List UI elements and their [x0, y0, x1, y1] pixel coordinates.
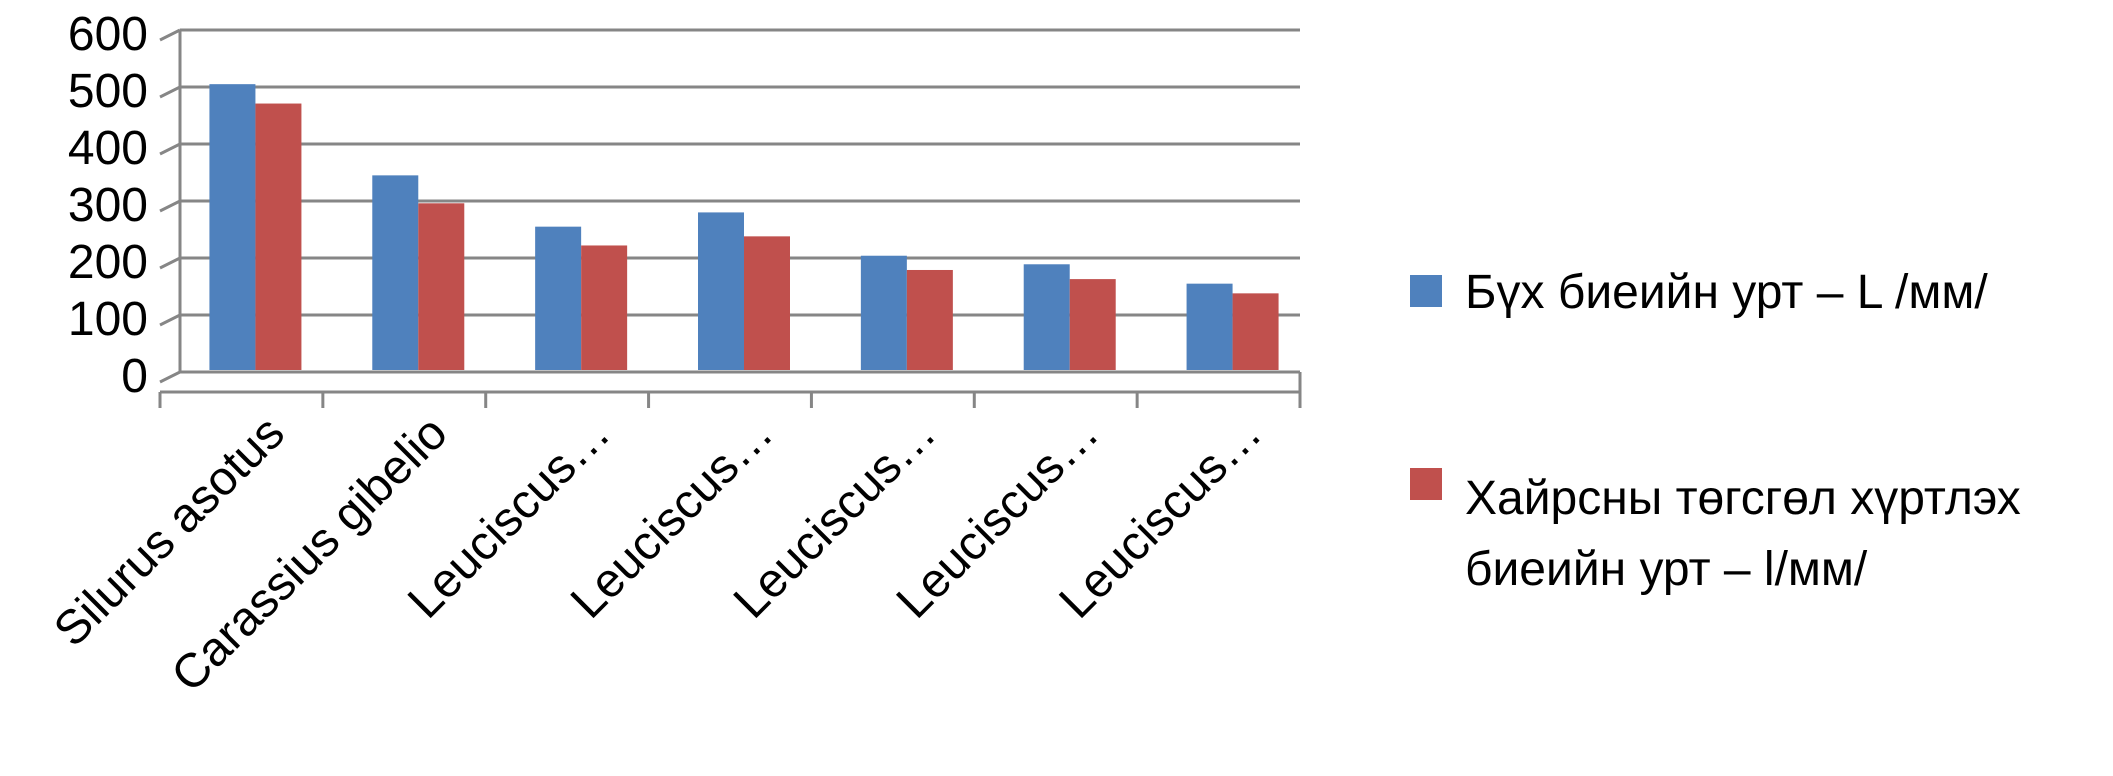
gridline-depth [159, 313, 181, 327]
legend-swatch-standard-length [1410, 468, 1442, 500]
legend-swatch-total-length [1410, 275, 1442, 307]
bar-standard-length [418, 203, 465, 370]
y-tick-label: 400 [68, 122, 148, 175]
bar-standard-length [255, 103, 302, 370]
axes [158, 30, 1302, 408]
gridline-depth [159, 370, 181, 384]
legend: Бүх биеийн урт – L /мм/Хайрсны төгсгөл х… [1410, 266, 2021, 596]
bar-total-length [535, 226, 582, 370]
gridline-depth [159, 142, 181, 156]
gridline-depth [159, 28, 181, 42]
bar-total-length [1186, 283, 1233, 370]
gridline-depth [159, 199, 181, 213]
bars [209, 84, 1279, 370]
bar-standard-length [1232, 293, 1279, 370]
y-tick-label: 600 [68, 8, 148, 61]
y-tick-label: 0 [121, 350, 148, 403]
bar-total-length [860, 255, 907, 370]
bar-standard-length [906, 269, 953, 370]
legend-label-total-length: Бүх биеийн урт – L /мм/ [1465, 266, 1988, 319]
bar-standard-length [1069, 279, 1116, 370]
bar-total-length [372, 175, 419, 370]
y-tick-label: 300 [68, 179, 148, 232]
y-tick-label: 500 [68, 65, 148, 118]
legend-label-standard-length: Хайрсны төгсгөл хүртлэх биеийн урт – l/мм… [1465, 472, 2021, 596]
bar-total-length [209, 84, 256, 370]
gridline-depth [159, 85, 181, 99]
bar-total-length [1023, 264, 1070, 370]
x-tick-label: Carassius gibelio [162, 406, 458, 702]
y-tick-label: 100 [68, 293, 148, 346]
bar-standard-length [581, 245, 628, 370]
bar-total-length [698, 212, 744, 370]
y-tick-label: 200 [68, 236, 148, 289]
gridline-depth [159, 256, 181, 270]
bar-standard-length [744, 236, 790, 370]
